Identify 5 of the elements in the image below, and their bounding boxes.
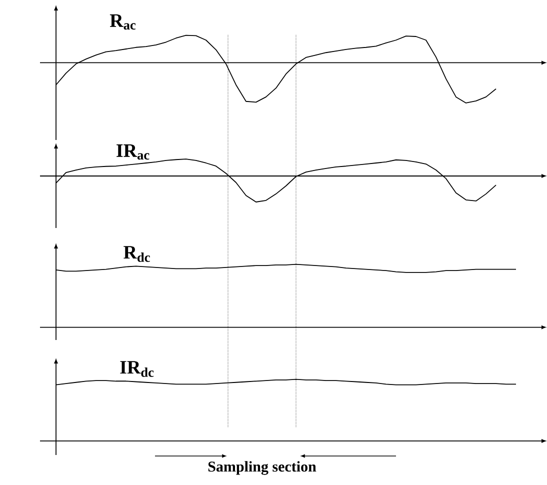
chart-title: R$_{dc}$ <box>124 246 150 262</box>
chart-title: IR$_{ac}$ <box>116 144 150 160</box>
chart-title: R$_{ac}$ <box>110 14 136 30</box>
chart-title: IR$_{dc}$ <box>120 361 154 377</box>
text: Sampling section <box>208 461 316 475</box>
